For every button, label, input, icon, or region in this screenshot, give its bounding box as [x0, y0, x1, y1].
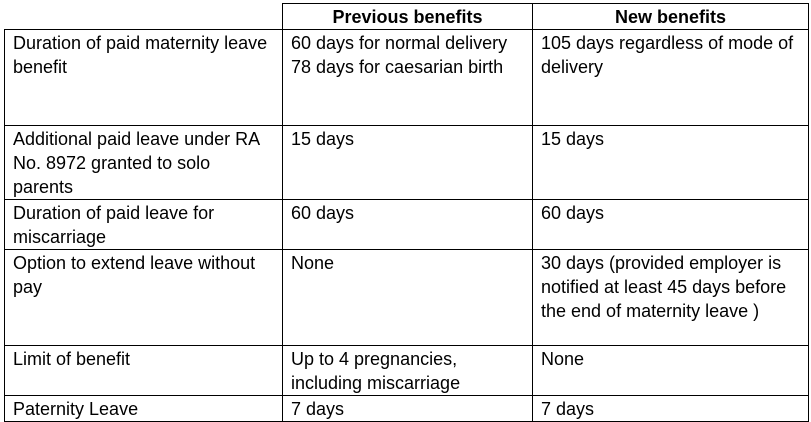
table-row: Additional paid leave under RA No. 8972 … [4, 125, 809, 200]
row-label: Option to extend leave without pay [4, 249, 283, 346]
previous-benefit-line: 60 days for normal delivery [291, 33, 508, 53]
row-label: Paternity Leave [4, 395, 283, 422]
table-row: Limit of benefit Up to 4 pregnancies, in… [4, 345, 809, 396]
previous-benefit-line: None [291, 253, 335, 273]
previous-benefit-cell: 60 days [282, 199, 533, 250]
new-benefit-cell: 60 days [532, 199, 809, 250]
previous-benefit-line: 78 days for caesarian birth [291, 57, 504, 77]
previous-benefit-cell: None [282, 249, 533, 346]
row-label: Duration of paid leave for miscarriage [4, 199, 283, 250]
previous-benefit-cell: 60 days for normal delivery 78 days for … [282, 29, 533, 126]
row-label: Additional paid leave under RA No. 8972 … [4, 125, 283, 200]
table-row: Paternity Leave 7 days 7 days [4, 395, 809, 422]
previous-benefit-cell: 7 days [282, 395, 533, 422]
table-row: Duration of paid leave for miscarriage 6… [4, 199, 809, 250]
new-benefit-cell: 30 days (provided employer is notified a… [532, 249, 809, 346]
table-row: Duration of paid maternity leave benefit… [4, 29, 809, 126]
previous-benefit-cell: 15 days [282, 125, 533, 200]
row-label: Limit of benefit [4, 345, 283, 396]
benefits-comparison-table: Previous benefits New benefits Duration … [4, 3, 809, 422]
new-benefit-cell: 15 days [532, 125, 809, 200]
previous-benefit-cell: Up to 4 pregnancies, including miscarria… [282, 345, 533, 396]
table-header-row: Previous benefits New benefits [4, 3, 809, 30]
previous-benefit-line: 7 days [291, 399, 345, 419]
header-empty-cell [4, 3, 283, 30]
previous-benefit-line: 15 days [291, 129, 355, 149]
new-benefit-cell: 7 days [532, 395, 809, 422]
header-new-benefits: New benefits [532, 3, 809, 30]
new-benefit-cell: None [532, 345, 809, 396]
row-label: Duration of paid maternity leave benefit [4, 29, 283, 126]
header-previous-benefits: Previous benefits [282, 3, 533, 30]
table-row: Option to extend leave without pay None … [4, 249, 809, 346]
previous-benefit-line: Up to 4 pregnancies, including miscarria… [291, 349, 461, 393]
previous-benefit-line: 60 days [291, 203, 355, 223]
new-benefit-cell: 105 days regardless of mode of delivery [532, 29, 809, 126]
